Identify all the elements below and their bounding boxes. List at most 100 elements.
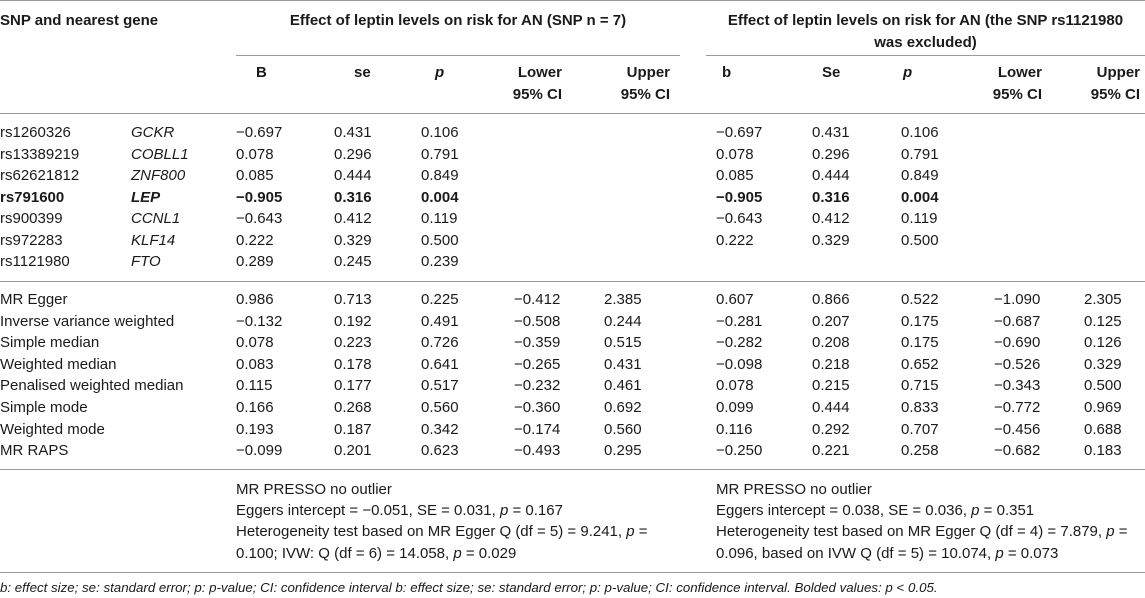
method-name: Simple mode — [0, 399, 88, 416]
group2-underline — [706, 55, 1145, 56]
snp-id: rs791600 — [0, 188, 65, 206]
snp-b1-cell: 0.222 — [236, 231, 274, 249]
method-upper2-cell: 0.688 — [1084, 420, 1122, 438]
method-upper1-cell: 2.385 — [604, 291, 642, 308]
method-se2-cell: 0.208 — [812, 334, 850, 352]
snp-id: rs13389219 — [0, 145, 80, 163]
snp-se1-cell: 0.444 — [334, 167, 372, 184]
g2-lower-header-l1: Lower — [997, 64, 1042, 81]
method-upper2-cell: 0.500 — [1084, 377, 1122, 395]
method-lower2-cell: −0.456 — [994, 420, 1041, 438]
method-se1-cell: 0.192 — [334, 312, 372, 330]
snp-p2-cell: 0.106 — [901, 124, 939, 141]
snp-se1-cell: 0.431 — [334, 124, 372, 141]
method-se2-cell: 0.207 — [812, 312, 850, 330]
snp-se2-cell: 0.316 — [812, 188, 850, 206]
snp-p1-cell: 0.500 — [421, 231, 459, 249]
presso-left-title: MR PRESSO no outlier — [236, 481, 392, 498]
method-se2-cell: 0.221 — [812, 442, 850, 460]
presso-left-heterogeneity-l1: Heterogeneity test based on MR Egger Q (… — [236, 523, 648, 540]
g2-p-header: p — [903, 64, 913, 81]
group2-title-line1: Effect of leptin levels on risk for AN (… — [727, 12, 1124, 29]
method-lower1-cell: −0.360 — [514, 399, 561, 416]
snp-se1-cell: 0.412 — [334, 210, 372, 227]
snp-se1-cell: 0.245 — [334, 253, 372, 270]
method-p1-cell: 0.225 — [421, 291, 459, 308]
table-footnote: b: effect size; se: standard error; p: p… — [0, 580, 938, 595]
method-p2-cell: 0.652 — [901, 355, 939, 373]
g1-upper-header-l1: Upper — [626, 64, 670, 81]
g1-upper-header-l2: 95% CI — [620, 86, 670, 103]
g1-p-header: p — [435, 64, 445, 81]
method-p1-cell: 0.491 — [421, 312, 459, 330]
method-upper2-cell: 0.183 — [1084, 442, 1122, 460]
gene-name: FTO — [131, 253, 161, 270]
method-lower2-cell: −0.526 — [994, 355, 1041, 373]
method-lower1-cell: −0.232 — [514, 377, 561, 395]
method-lower1-cell: −0.359 — [514, 334, 561, 352]
snp-p1-cell: 0.106 — [421, 124, 459, 141]
method-se1-cell: 0.178 — [334, 355, 372, 373]
method-lower1-cell: −0.508 — [514, 312, 561, 330]
top-rule — [0, 0, 1145, 1]
method-b2-cell: −0.281 — [716, 312, 763, 330]
method-b1-cell: 0.986 — [236, 291, 274, 308]
method-p1-cell: 0.517 — [421, 377, 459, 395]
method-b1-cell: −0.099 — [236, 442, 283, 460]
g2-se-header: Se — [822, 64, 841, 81]
method-upper2-cell: 0.126 — [1084, 334, 1122, 352]
snp-b1-cell: 0.289 — [236, 253, 274, 270]
g2-upper-header-l1: Upper — [1096, 64, 1140, 81]
g1-lower-header-l1: Lower — [517, 64, 562, 81]
method-se1-cell: 0.223 — [334, 334, 372, 352]
g1-se-header: se — [354, 64, 371, 81]
snp-p2-cell: 0.004 — [901, 188, 939, 206]
method-lower1-cell: −0.265 — [514, 355, 561, 373]
method-upper2-cell: 0.969 — [1084, 399, 1122, 416]
snp-b1-cell: −0.643 — [236, 210, 283, 227]
method-upper1-cell: 0.515 — [604, 334, 642, 352]
snp-se2-cell: 0.412 — [812, 210, 850, 227]
method-p1-cell: 0.726 — [421, 334, 459, 352]
g2-lower-header-l2: 95% CI — [992, 86, 1042, 103]
method-se1-cell: 0.201 — [334, 442, 372, 460]
method-b1-cell: −0.132 — [236, 312, 283, 330]
method-lower2-cell: −0.772 — [994, 399, 1041, 416]
method-p2-cell: 0.258 — [901, 442, 939, 460]
method-upper2-cell: 2.305 — [1084, 291, 1122, 308]
g1-lower-header-l2: 95% CI — [512, 86, 562, 103]
snp-id: rs62621812 — [0, 167, 80, 184]
method-lower2-cell: −0.690 — [994, 334, 1041, 352]
snp-b2-cell: 0.085 — [716, 167, 754, 184]
method-name: MR Egger — [0, 291, 68, 308]
method-b2-cell: 0.607 — [716, 291, 754, 308]
snp-se1-cell: 0.296 — [334, 145, 372, 163]
method-p1-cell: 0.641 — [421, 355, 459, 373]
presso-left-heterogeneity-l2: 0.100; IVW: Q (df = 6) = 14.058, p = 0.0… — [236, 545, 517, 562]
snp-b2-cell: −0.905 — [716, 188, 763, 206]
method-p2-cell: 0.707 — [901, 420, 939, 438]
gene-name: LEP — [131, 188, 161, 206]
method-se2-cell: 0.866 — [812, 291, 850, 308]
g2-b-header: b — [722, 64, 732, 81]
method-b2-cell: 0.078 — [716, 377, 754, 395]
presso-right-heterogeneity-l2: 0.096, based on IVW Q (df = 5) = 10.074,… — [716, 545, 1059, 562]
method-upper1-cell: 0.244 — [604, 312, 642, 330]
method-p2-cell: 0.715 — [901, 377, 939, 395]
snp-se2-cell: 0.431 — [812, 124, 850, 141]
method-b2-cell: −0.098 — [716, 355, 763, 373]
method-b1-cell: 0.193 — [236, 420, 274, 438]
gene-name: CCNL1 — [131, 210, 181, 227]
presso-left-intercept: Eggers intercept = −0.051, SE = 0.031, p… — [236, 502, 563, 519]
method-se2-cell: 0.444 — [812, 399, 850, 416]
group1-title: Effect of leptin levels on risk for AN (… — [289, 12, 627, 29]
method-se1-cell: 0.177 — [334, 377, 372, 395]
method-lower1-cell: −0.493 — [514, 442, 561, 460]
method-b2-cell: −0.282 — [716, 334, 763, 352]
snp-se2-cell: 0.444 — [812, 167, 850, 184]
snp-b2-cell: −0.697 — [716, 124, 763, 141]
method-b1-cell: 0.115 — [236, 377, 273, 395]
snp-p1-cell: 0.119 — [421, 210, 458, 227]
method-name: Penalised weighted median — [0, 377, 184, 395]
snp-id: rs972283 — [0, 231, 63, 249]
